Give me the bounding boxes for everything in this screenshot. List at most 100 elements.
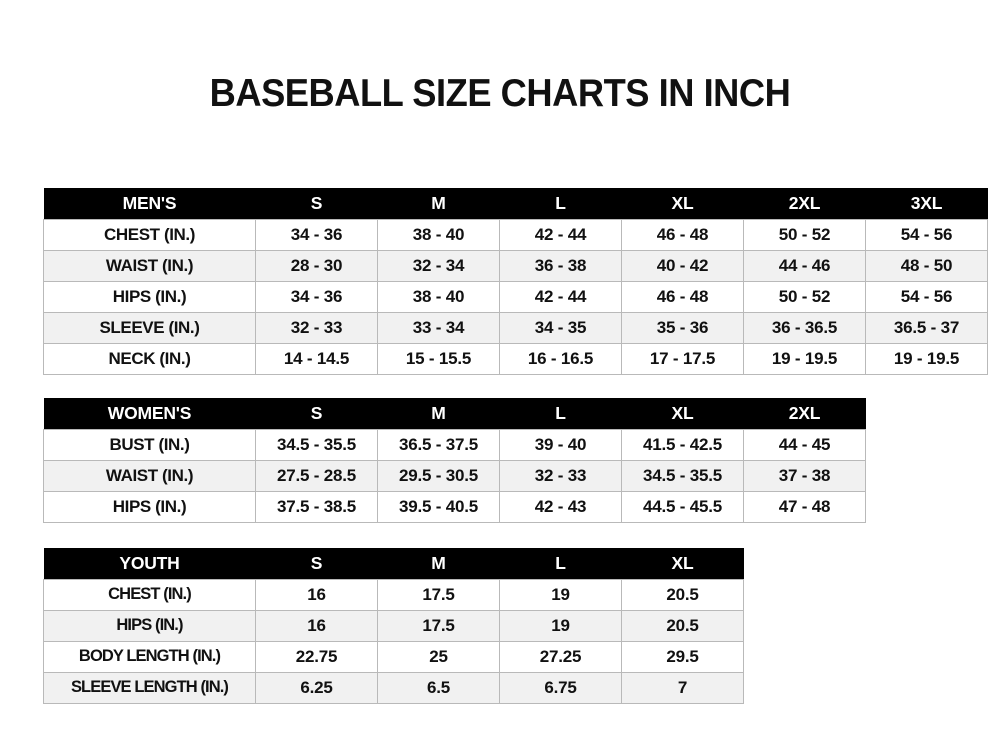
row-label: WAIST (IN.) [43, 459, 256, 492]
measurement-cell: 20.5 [621, 578, 744, 611]
measurement-cell: 36 - 36.5 [743, 311, 866, 344]
mens-header-size-m: M [431, 192, 446, 213]
youth-table-body: CHEST (IN.) 16 17.5 19 20.5 HIPS (IN.) 1… [43, 578, 744, 704]
measurement-cell: 17.5 [377, 609, 500, 642]
measurement-cell: 40 - 42 [621, 249, 744, 282]
measurement-cell: 16 - 16.5 [499, 342, 622, 375]
measurement-cell: 36.5 - 37 [865, 311, 988, 344]
table-row: HIPS (IN.) 34 - 36 38 - 40 42 - 44 46 - … [43, 280, 988, 313]
row-label: HIPS (IN.) [43, 490, 256, 523]
table-row: CHEST (IN.) 16 17.5 19 20.5 [43, 578, 744, 611]
row-label: WAIST (IN.) [43, 249, 256, 282]
measurement-cell: 48 - 50 [865, 249, 988, 282]
measurement-cell: 32 - 33 [499, 459, 622, 492]
measurement-cell: 32 - 33 [255, 311, 378, 344]
womens-header-size-l: L [555, 402, 566, 423]
table-header-row: WOMEN'S S M L XL 2XL [43, 398, 866, 429]
row-label: SLEEVE (IN.) [43, 311, 256, 344]
table-row: NECK (IN.) 14 - 14.5 15 - 15.5 16 - 16.5… [43, 342, 988, 375]
measurement-cell: 38 - 40 [377, 280, 500, 313]
row-label: HIPS (IN.) [43, 280, 256, 313]
measurement-cell: 35 - 36 [621, 311, 744, 344]
table-row: BUST (IN.) 34.5 - 35.5 36.5 - 37.5 39 - … [43, 428, 866, 461]
mens-header-category: MEN'S [122, 192, 177, 213]
measurement-cell: 54 - 56 [865, 280, 988, 313]
measurement-cell: 34.5 - 35.5 [621, 459, 744, 492]
measurement-cell: 34.5 - 35.5 [255, 428, 378, 461]
measurement-cell: 34 - 36 [255, 218, 378, 251]
measurement-cell: 44.5 - 45.5 [621, 490, 744, 523]
measurement-cell: 44 - 45 [743, 428, 866, 461]
row-label: NECK (IN.) [43, 342, 256, 375]
measurement-cell: 42 - 44 [499, 218, 622, 251]
row-label: CHEST (IN.) [43, 578, 256, 611]
measurement-cell: 27.25 [499, 640, 622, 673]
measurement-cell: 16 [255, 578, 378, 611]
youth-header-size-m: M [431, 552, 446, 573]
measurement-cell: 19 [499, 578, 622, 611]
womens-header-size-2xl: 2XL [788, 402, 821, 423]
womens-table-header: WOMEN'S S M L XL 2XL [43, 398, 866, 429]
table-row: SLEEVE (IN.) 32 - 33 33 - 34 34 - 35 35 … [43, 311, 988, 344]
womens-size-table: WOMEN'S S M L XL 2XL BUST (IN.) 34.5 - 3… [43, 398, 866, 523]
measurement-cell: 39.5 - 40.5 [377, 490, 500, 523]
measurement-cell: 19 - 19.5 [743, 342, 866, 375]
measurement-cell: 36 - 38 [499, 249, 622, 282]
measurement-cell: 29.5 [621, 640, 744, 673]
measurement-cell: 14 - 14.5 [255, 342, 378, 375]
measurement-cell: 6.5 [377, 671, 500, 704]
measurement-cell: 34 - 35 [499, 311, 622, 344]
measurement-cell: 50 - 52 [743, 280, 866, 313]
row-label: SLEEVE LENGTH (IN.) [43, 671, 256, 704]
mens-header-size-3xl: 3XL [910, 192, 943, 213]
measurement-cell: 41.5 - 42.5 [621, 428, 744, 461]
measurement-cell: 19 [499, 609, 622, 642]
measurement-cell: 16 [255, 609, 378, 642]
womens-size-chart: WOMEN'S S M L XL 2XL BUST (IN.) 34.5 - 3… [43, 398, 866, 523]
measurement-cell: 34 - 36 [255, 280, 378, 313]
mens-table-header: MEN'S S M L XL 2XL 3XL [43, 188, 988, 219]
youth-size-chart: YOUTH S M L XL CHEST (IN.) 16 17.5 19 20… [43, 548, 744, 704]
table-row: HIPS (IN.) 37.5 - 38.5 39.5 - 40.5 42 - … [43, 490, 866, 523]
row-label: HIPS (IN.) [43, 609, 256, 642]
womens-header-category: WOMEN'S [107, 402, 192, 423]
row-label: CHEST (IN.) [43, 218, 256, 251]
measurement-cell: 15 - 15.5 [377, 342, 500, 375]
measurement-cell: 36.5 - 37.5 [377, 428, 500, 461]
row-label: BODY LENGTH (IN.) [43, 640, 256, 673]
row-label: BUST (IN.) [43, 428, 256, 461]
measurement-cell: 46 - 48 [621, 280, 744, 313]
page-title: BASEBALL SIZE CHARTS IN INCH [209, 72, 791, 115]
measurement-cell: 6.75 [499, 671, 622, 704]
measurement-cell: 22.75 [255, 640, 378, 673]
measurement-cell: 20.5 [621, 609, 744, 642]
measurement-cell: 7 [621, 671, 744, 704]
measurement-cell: 50 - 52 [743, 218, 866, 251]
table-row: WAIST (IN.) 27.5 - 28.5 29.5 - 30.5 32 -… [43, 459, 866, 492]
table-row: SLEEVE LENGTH (IN.) 6.25 6.5 6.75 7 [43, 671, 744, 704]
mens-header-size-s: S [310, 192, 323, 213]
measurement-cell: 54 - 56 [865, 218, 988, 251]
youth-header-category: YOUTH [119, 552, 180, 573]
youth-table-header: YOUTH S M L XL [43, 548, 744, 579]
measurement-cell: 37 - 38 [743, 459, 866, 492]
measurement-cell: 33 - 34 [377, 311, 500, 344]
measurement-cell: 46 - 48 [621, 218, 744, 251]
measurement-cell: 47 - 48 [743, 490, 866, 523]
womens-table-body: BUST (IN.) 34.5 - 35.5 36.5 - 37.5 39 - … [43, 428, 866, 523]
youth-size-table: YOUTH S M L XL CHEST (IN.) 16 17.5 19 20… [43, 548, 744, 704]
womens-header-size-m: M [431, 402, 446, 423]
measurement-cell: 37.5 - 38.5 [255, 490, 378, 523]
youth-header-size-xl: XL [671, 552, 694, 573]
measurement-cell: 42 - 43 [499, 490, 622, 523]
measurement-cell: 38 - 40 [377, 218, 500, 251]
mens-table-body: CHEST (IN.) 34 - 36 38 - 40 42 - 44 46 -… [43, 218, 988, 375]
womens-header-size-xl: XL [671, 402, 694, 423]
table-row: WAIST (IN.) 28 - 30 32 - 34 36 - 38 40 -… [43, 249, 988, 282]
measurement-cell: 42 - 44 [499, 280, 622, 313]
youth-header-size-l: L [555, 552, 566, 573]
measurement-cell: 27.5 - 28.5 [255, 459, 378, 492]
measurement-cell: 17 - 17.5 [621, 342, 744, 375]
measurement-cell: 25 [377, 640, 500, 673]
table-row: HIPS (IN.) 16 17.5 19 20.5 [43, 609, 744, 642]
